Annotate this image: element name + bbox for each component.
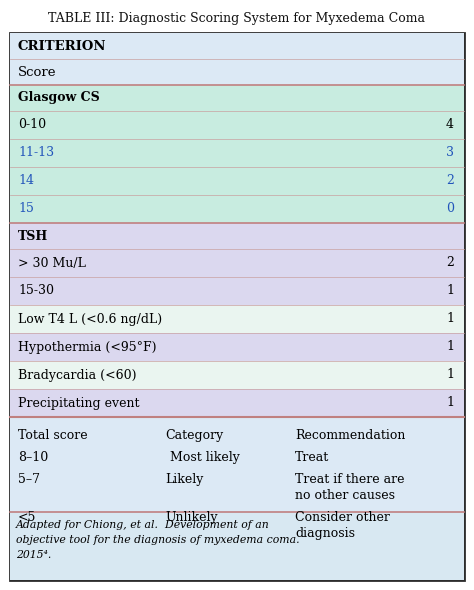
Bar xyxy=(10,333,464,361)
Text: 8–10: 8–10 xyxy=(18,451,48,464)
Text: Recommendation: Recommendation xyxy=(295,429,405,442)
Bar xyxy=(10,305,464,333)
Text: objective tool for the diagnosis of myxedema coma.: objective tool for the diagnosis of myxe… xyxy=(16,535,300,545)
Text: CRITERION: CRITERION xyxy=(18,40,107,53)
Text: 2: 2 xyxy=(446,175,454,188)
Bar xyxy=(10,85,464,111)
Bar xyxy=(10,139,464,167)
Bar xyxy=(10,111,464,139)
Text: 2: 2 xyxy=(446,257,454,270)
Bar xyxy=(10,512,464,580)
Bar xyxy=(10,277,464,305)
Bar xyxy=(10,389,464,417)
Text: Hypothermia (<95°F): Hypothermia (<95°F) xyxy=(18,340,156,353)
Text: Most likely: Most likely xyxy=(170,451,240,464)
Text: Treat: Treat xyxy=(295,451,329,464)
Text: TABLE III: Diagnostic Scoring System for Myxedema Coma: TABLE III: Diagnostic Scoring System for… xyxy=(48,12,426,25)
Text: 0: 0 xyxy=(446,202,454,215)
Text: 4: 4 xyxy=(446,119,454,132)
Text: Treat if there are: Treat if there are xyxy=(295,473,404,486)
Text: 11-13: 11-13 xyxy=(18,146,54,159)
Text: no other causes: no other causes xyxy=(295,489,395,502)
Text: Low T4 L (<0.6 ng/dL): Low T4 L (<0.6 ng/dL) xyxy=(18,313,162,326)
Text: 1: 1 xyxy=(446,313,454,326)
Text: Consider other: Consider other xyxy=(295,511,390,524)
Text: 1: 1 xyxy=(446,340,454,353)
Text: 15-30: 15-30 xyxy=(18,284,54,297)
Text: TSH: TSH xyxy=(18,230,48,242)
Text: Adapted for Chiong, et al.  Development of an: Adapted for Chiong, et al. Development o… xyxy=(16,520,270,530)
Bar xyxy=(10,249,464,277)
Text: Score: Score xyxy=(18,65,56,78)
Bar xyxy=(10,223,464,249)
Text: 1: 1 xyxy=(446,284,454,297)
Bar xyxy=(10,59,464,85)
Text: Likely: Likely xyxy=(165,473,203,486)
Bar xyxy=(10,167,464,195)
Text: 5–7: 5–7 xyxy=(18,473,40,486)
Bar xyxy=(10,417,464,512)
Text: 2015⁴.: 2015⁴. xyxy=(16,550,51,560)
Text: Category: Category xyxy=(165,429,223,442)
Text: Bradycardia (<60): Bradycardia (<60) xyxy=(18,369,137,382)
Text: 14: 14 xyxy=(18,175,34,188)
Bar xyxy=(10,33,464,59)
Text: Unlikely: Unlikely xyxy=(165,511,218,524)
Text: 15: 15 xyxy=(18,202,34,215)
Text: Glasgow CS: Glasgow CS xyxy=(18,91,100,104)
Text: 3: 3 xyxy=(446,146,454,159)
Bar xyxy=(10,361,464,389)
Text: Total score: Total score xyxy=(18,429,88,442)
Text: 1: 1 xyxy=(446,396,454,409)
Text: > 30 Mu/L: > 30 Mu/L xyxy=(18,257,86,270)
Bar xyxy=(10,195,464,223)
Text: diagnosis: diagnosis xyxy=(295,527,355,540)
Text: <5: <5 xyxy=(18,511,36,524)
Text: 1: 1 xyxy=(446,369,454,382)
Text: Precipitating event: Precipitating event xyxy=(18,396,139,409)
Text: 0-10: 0-10 xyxy=(18,119,46,132)
